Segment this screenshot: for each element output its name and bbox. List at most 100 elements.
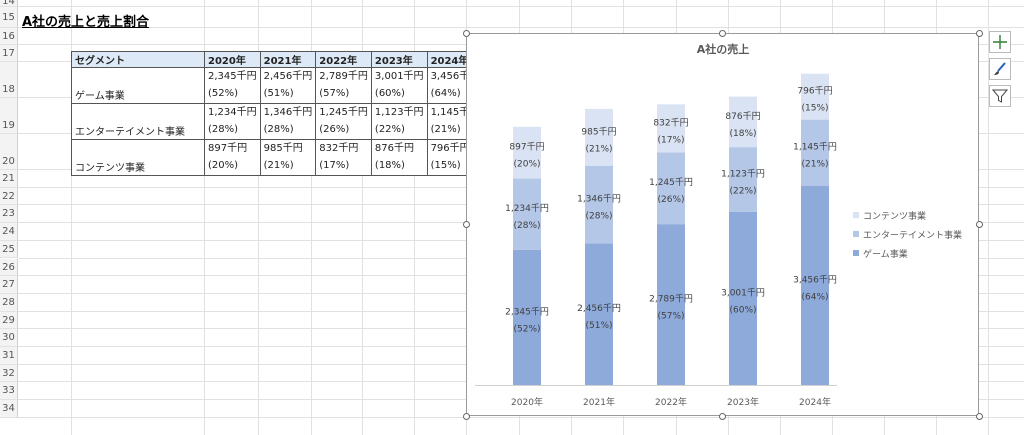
data-label: (15%) (801, 104, 828, 114)
value-cell[interactable]: 832千円 (17%) (315, 139, 372, 176)
data-label: (26%) (657, 195, 684, 205)
segment-cell[interactable]: ゲーム事業 (71, 67, 205, 104)
bar-segment (513, 249, 541, 385)
resize-handle[interactable] (719, 413, 726, 420)
row-header[interactable]: 28 (0, 293, 18, 312)
category-label: 2020年 (511, 396, 543, 408)
value-cell[interactable]: 1,123千円 (22%) (370, 103, 428, 140)
row-header[interactable]: 31 (0, 347, 18, 365)
percent-text: (28%) (208, 124, 239, 135)
resize-handle[interactable] (976, 30, 983, 37)
amount-text: 1,346千円 (263, 107, 313, 118)
grid-column-line (414, 0, 415, 435)
percent-text: (64%) (430, 88, 461, 99)
row-header[interactable]: 34 (0, 400, 18, 418)
data-label: 796千円 (797, 86, 832, 97)
row-header[interactable]: 17 (0, 45, 18, 62)
row-header[interactable]: 32 (0, 364, 18, 383)
table-row: コンテンツ事業 897千円 (20%) 985千円 (21%) 832千円 (17%) 876… (71, 139, 484, 176)
row-header[interactable]: 27 (0, 276, 18, 294)
percent-text: (18%) (374, 160, 405, 171)
column-header[interactable]: 2023年 (370, 51, 428, 68)
bar-segment (585, 108, 613, 166)
row-header[interactable]: 23 (0, 205, 18, 224)
data-label: 985千円 (581, 126, 616, 137)
category-label: 2022年 (655, 396, 687, 408)
resize-handle[interactable] (976, 413, 983, 420)
bar-segment (585, 243, 613, 385)
resize-handle[interactable] (976, 221, 983, 228)
amount-text: 876千円 (374, 143, 415, 154)
chart-title: A社の売上 (697, 42, 750, 56)
grid-row-line (18, 416, 1024, 418)
bar-segment (801, 73, 829, 120)
row-header[interactable]: 14 (0, 0, 18, 7)
data-label: 1,346千円 (577, 194, 621, 205)
value-cell[interactable]: 2,456千円 (51%) (259, 67, 317, 104)
row-header[interactable]: 18 (0, 62, 18, 98)
value-cell[interactable]: 2,789千円 (57%) (315, 67, 372, 104)
row-header[interactable]: 19 (0, 98, 18, 134)
column-header[interactable]: 2020年 (204, 51, 261, 68)
row-header[interactable]: 30 (0, 329, 18, 347)
row-header[interactable]: 22 (0, 187, 18, 206)
sheet-title[interactable]: A社の売上と売上割合 (22, 15, 150, 30)
data-label: 3,001千円 (721, 287, 765, 298)
segment-cell[interactable]: コンテンツ事業 (71, 139, 205, 176)
value-cell[interactable]: 1,234千円 (28%) (204, 103, 261, 140)
row-header[interactable]: 20 (0, 134, 18, 170)
data-label: 897千円 (509, 142, 544, 153)
amount-text: 2,345千円 (208, 71, 257, 82)
data-label: 3,456千円 (793, 274, 837, 285)
plus-icon (993, 35, 1007, 49)
row-header[interactable]: 33 (0, 382, 18, 401)
chart-filter-button[interactable] (989, 85, 1011, 107)
bar-segment (585, 165, 613, 244)
resize-handle[interactable] (463, 221, 470, 228)
grid-column-line (311, 0, 312, 435)
amount-text: 1,234千円 (208, 107, 257, 118)
percent-text: (57%) (319, 88, 350, 99)
category-label: 2024年 (799, 396, 831, 408)
data-label: (22%) (729, 187, 756, 197)
bar-segment (801, 119, 829, 186)
legend-label: エンターテイメント事業 (863, 229, 962, 241)
column-header[interactable]: 2021年 (259, 51, 317, 68)
chart-style-button[interactable] (989, 58, 1011, 80)
resize-handle[interactable] (463, 30, 470, 37)
column-header[interactable]: 2022年 (315, 51, 372, 68)
sales-table[interactable]: セグメント 2020年 2021年 2022年 2023年 2024年 ゲーム事業 2,34… (71, 51, 484, 176)
amount-text: 3,001千円 (374, 71, 424, 82)
value-cell[interactable]: 985千円 (21%) (259, 139, 317, 176)
value-cell[interactable]: 876千円 (18%) (370, 139, 428, 176)
row-header[interactable]: 25 (0, 240, 18, 259)
add-chart-element-button[interactable] (989, 31, 1011, 53)
sales-chart[interactable]: A社の売上 2,345千円 (52%) 1,234千円 (28%) 897千円 (20%) 2… (466, 33, 979, 416)
row-header[interactable]: 24 (0, 223, 18, 241)
value-cell[interactable]: 1,245千円 (26%) (315, 103, 372, 140)
data-label: 1,245千円 (649, 177, 693, 188)
value-cell[interactable]: 3,001千円 (60%) (370, 67, 428, 104)
data-label: 2,456千円 (577, 303, 621, 314)
column-header[interactable]: セグメント (71, 51, 205, 68)
row-header[interactable]: 26 (0, 258, 18, 277)
row-header[interactable]: 15 (0, 7, 18, 28)
row-header[interactable]: 21 (0, 170, 18, 188)
percent-text: (22%) (374, 124, 405, 135)
value-cell[interactable]: 897千円 (20%) (204, 139, 261, 176)
percent-text: (21%) (263, 160, 294, 171)
bar-segment (513, 178, 541, 250)
bar-segment (513, 126, 541, 179)
amount-text: 832千円 (319, 143, 359, 154)
row-header[interactable]: 29 (0, 311, 18, 330)
segment-cell[interactable]: エンターテイメント事業 (71, 103, 205, 140)
row-header[interactable]: 16 (0, 28, 18, 45)
table-row: エンターテイメント事業 1,234千円 (28%) 1,346千円 (28%) 1,245… (71, 103, 484, 140)
percent-text: (15%) (430, 160, 461, 171)
resize-handle[interactable] (719, 30, 726, 37)
bar-segment (801, 185, 829, 385)
value-cell[interactable]: 1,346千円 (28%) (259, 103, 317, 140)
value-cell[interactable]: 2,345千円 (52%) (204, 67, 261, 104)
resize-handle[interactable] (463, 413, 470, 420)
amount-text: 1,245千円 (319, 107, 368, 118)
